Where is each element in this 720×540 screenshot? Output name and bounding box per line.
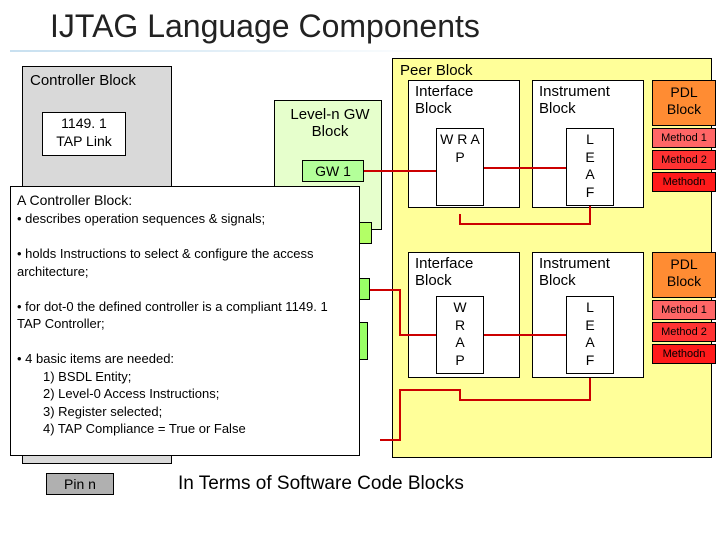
wrap-box-2: W R A P <box>436 296 484 374</box>
method1-b: Method 1 <box>652 300 716 320</box>
callout-box: A Controller Block: • describes operatio… <box>10 186 360 456</box>
gw1-box: GW 1 <box>302 160 364 182</box>
callout-b4: • 4 basic items are needed: <box>17 350 353 368</box>
footer-text: In Terms of Software Code Blocks <box>178 473 464 495</box>
callout-b2: • holds Instructions to select & configu… <box>17 245 353 280</box>
pin-n-box: Pin n <box>46 473 114 495</box>
level-l1: Level-n GW <box>290 106 369 123</box>
pdl-block-1: PDL Block <box>652 80 716 126</box>
peer-label: Peer Block <box>400 62 473 79</box>
methodn-a: Methodn <box>652 172 716 192</box>
wrap-text-2: W R A P <box>437 299 483 369</box>
interface-label-2: Interface Block <box>409 253 519 292</box>
controller-label: Controller Block <box>30 72 136 89</box>
wrap-box-1: W R A P <box>436 128 484 206</box>
tap-link-l2: TAP Link <box>56 133 112 149</box>
callout-i2: 2) Level-0 Access Instructions; <box>43 385 353 403</box>
callout-b1: • describes operation sequences & signal… <box>17 210 353 228</box>
method2-a: Method 2 <box>652 150 716 170</box>
callout-items: 1) BSDL Entity; 2) Level-0 Access Instru… <box>43 368 353 438</box>
leaf-box-2: L E A F <box>566 296 614 374</box>
pdl-label-1: PDL Block <box>667 84 701 117</box>
level-label: Level-n GW Block <box>282 106 378 141</box>
pdl-block-2: PDL Block <box>652 252 716 298</box>
tap-link-box: 1149. 1 TAP Link <box>42 112 126 156</box>
instrument-label-2: Instrument Block <box>533 253 643 292</box>
methodn-b: Methodn <box>652 344 716 364</box>
wrap-text-1: W R A P <box>437 131 483 166</box>
callout-heading: A Controller Block: <box>17 191 353 210</box>
title-underline <box>10 50 450 52</box>
interface-label-1: Interface Block <box>409 81 519 120</box>
level-l2: Block <box>312 123 349 140</box>
callout-b3: • for dot-0 the defined controller is a … <box>17 298 353 333</box>
instrument-label-1: Instrument Block <box>533 81 643 120</box>
method2-b: Method 2 <box>652 322 716 342</box>
tap-link-l1: 1149. 1 <box>61 115 107 131</box>
page-title: IJTAG Language Components <box>50 8 480 45</box>
leaf-text-2: L E A F <box>567 299 613 369</box>
callout-i1: 1) BSDL Entity; <box>43 368 353 386</box>
leaf-box-1: L E A F <box>566 128 614 206</box>
method1-a: Method 1 <box>652 128 716 148</box>
callout-i3: 3) Register selected; <box>43 403 353 421</box>
leaf-text-1: L E A F <box>567 131 613 201</box>
callout-i4: 4) TAP Compliance = True or False <box>43 420 353 438</box>
pdl-label-2: PDL Block <box>667 256 701 289</box>
